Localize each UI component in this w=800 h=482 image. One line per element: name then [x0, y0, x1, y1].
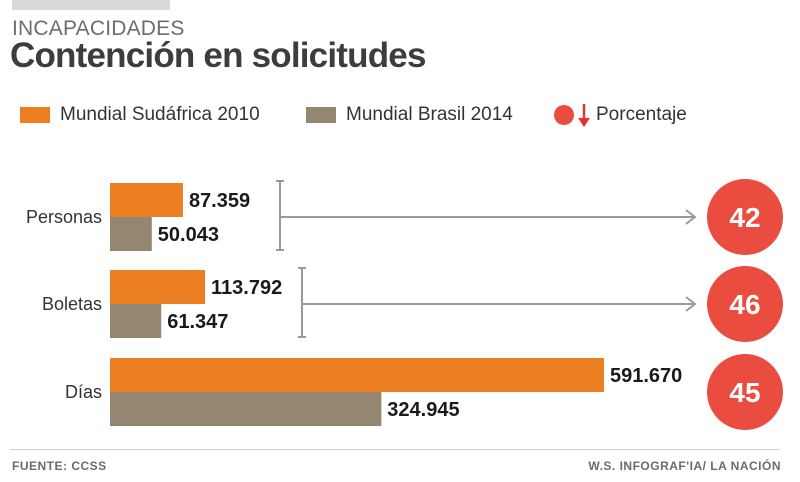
kicker: INCAPACIDADES — [12, 17, 185, 40]
legend-swatch-series1 — [20, 107, 50, 123]
footer-divider — [10, 449, 780, 450]
percent-label-personas: 42 — [729, 202, 760, 233]
header-accent-bar — [12, 0, 170, 10]
data-label-boletas-series1: 113.792 — [211, 277, 282, 299]
bar-boletas-series2 — [110, 304, 162, 338]
bar-personas-series2 — [110, 217, 152, 251]
legend-item-series1: Mundial Sudáfrica 2010 — [20, 102, 260, 128]
percent-circle-dias — [707, 354, 783, 430]
data-label-boletas-series2: 61.347 — [167, 311, 228, 333]
percent-label-dias: 45 — [729, 377, 760, 408]
down-arrow-icon — [578, 104, 590, 127]
bar-dias-series1 — [110, 358, 604, 392]
percent-circle-boletas — [707, 266, 783, 342]
category-label-personas: Personas — [26, 207, 102, 227]
data-label-personas-series2: 50.043 — [158, 224, 219, 246]
legend-label-series1: Mundial Sudáfrica 2010 — [60, 104, 260, 125]
legend-label-series2: Mundial Brasil 2014 — [346, 104, 513, 125]
data-label-personas-series1: 87.359 — [189, 190, 250, 212]
data-label-dias-series1: 591.670 — [610, 365, 682, 387]
legend-item-percent: Porcentaje — [554, 102, 687, 128]
legend-swatch-series2 — [306, 107, 336, 123]
bar-dias-series2 — [110, 392, 382, 426]
connector-arrowhead-boletas — [685, 296, 697, 312]
legend-circle-icon — [554, 105, 574, 125]
category-label-dias: Días — [65, 382, 102, 402]
category-label-boletas: Boletas — [42, 294, 102, 314]
connector-arrowhead-personas — [685, 209, 697, 225]
legend-label-percent: Porcentaje — [596, 104, 687, 125]
percent-label-boletas: 46 — [729, 289, 760, 320]
data-label-dias-series2: 324.945 — [387, 399, 459, 421]
percent-circle-personas — [707, 179, 783, 255]
bar-personas-series1 — [110, 183, 183, 217]
author-credit: W.S. INFOGRAF'IA/ LA NACIÓN — [588, 459, 781, 473]
bar-boletas-series1 — [110, 270, 206, 304]
legend-item-series2: Mundial Brasil 2014 — [306, 102, 513, 128]
source-credit: FUENTE: CCSS — [12, 459, 107, 473]
chart-title: Contención en solicitudes — [10, 36, 426, 75]
